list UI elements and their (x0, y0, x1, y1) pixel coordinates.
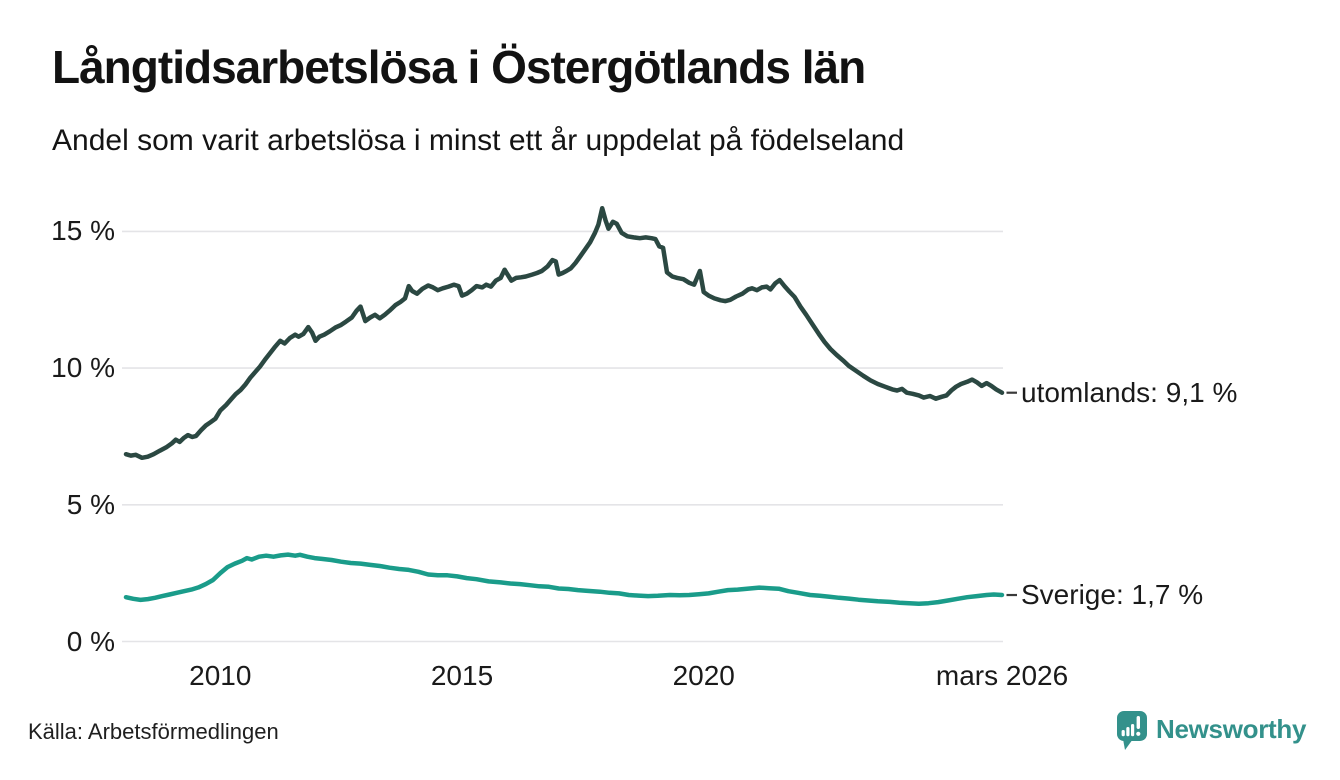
y-tick-label-15: 15 % (51, 215, 115, 247)
x-tick-label-2010: 2010 (189, 660, 252, 691)
x-tick-label-2015: 2015 (430, 660, 494, 691)
x-tick-label-2020: 2020 (672, 660, 735, 691)
y-tick-label-5: 5 % (66, 488, 115, 520)
page-subtitle: Andel som varit arbetslösa i minst ett å… (52, 124, 905, 157)
source-note: Källa: Arbetsförmedlingen (28, 719, 279, 744)
series-line-Sverige (123, 552, 1005, 607)
page-title: Långtidsarbetslösa i Östergötlands län (52, 41, 866, 93)
x-tick-label-mars-2026: mars 2026 (935, 660, 1069, 691)
series-label-sverige: Sverige: 1,7 % (1021, 579, 1204, 611)
series-label-utomlands: utomlands: 9,1 % (1021, 376, 1238, 408)
newsworthy-wordmark: Newsworthy (1156, 714, 1307, 744)
y-tick-label-10: 10 % (51, 352, 115, 384)
series-line-utomlands (123, 205, 1005, 461)
y-tick-label-0: 0 % (66, 625, 115, 657)
newsworthy-icon (1117, 711, 1147, 750)
newsworthy-logo: Newsworthy (1117, 711, 1306, 751)
